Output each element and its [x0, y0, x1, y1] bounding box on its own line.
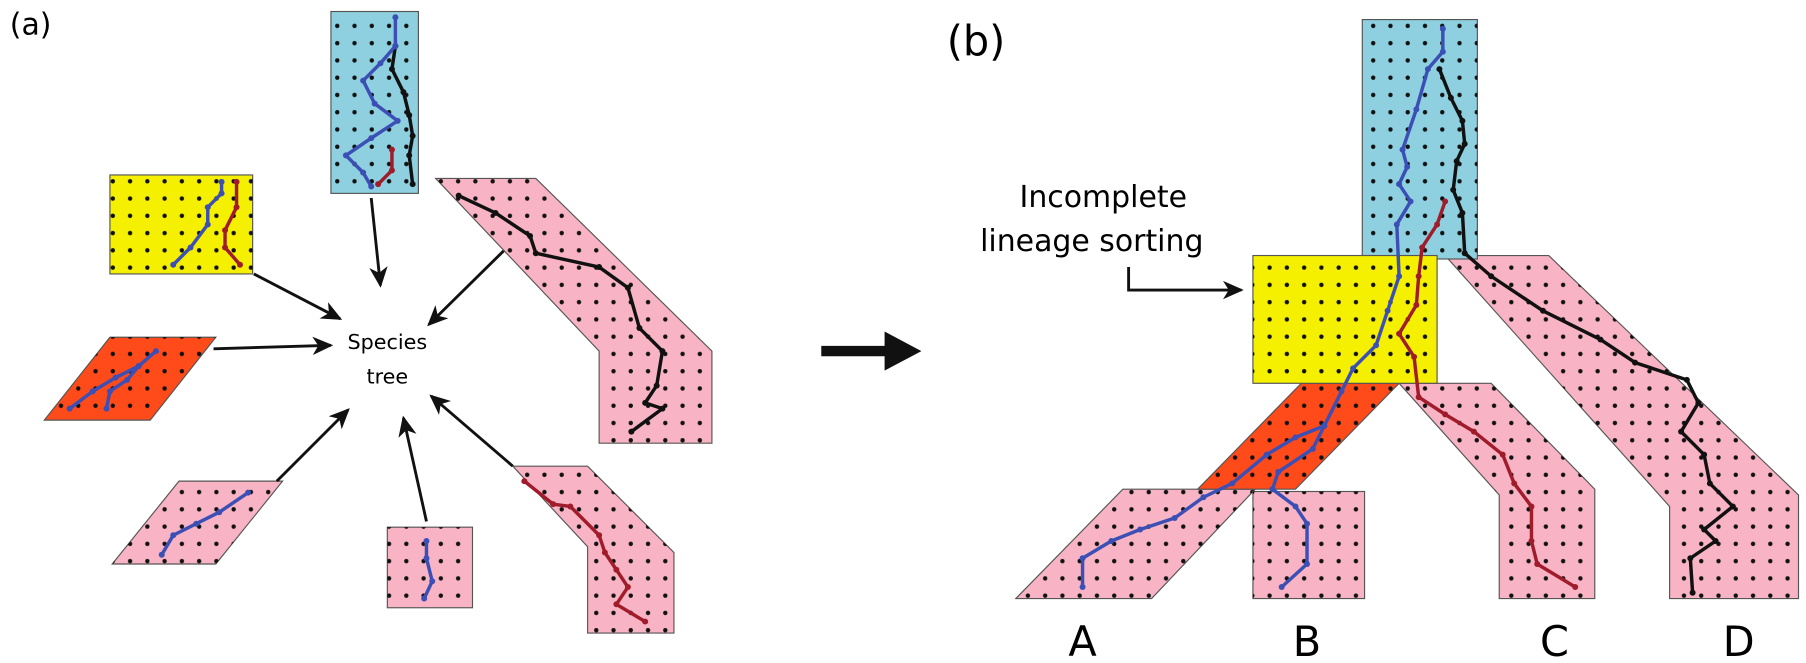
- gene-tree-pink-bent-high: [436, 178, 712, 443]
- annotation-arrow: [1129, 267, 1242, 290]
- gene-tree-pink-bent-low: [513, 466, 674, 633]
- gene-tree-red: [44, 337, 216, 420]
- diagram: (a): [0, 0, 1806, 663]
- gene-tree-blue: [331, 12, 418, 194]
- center-label: Species: [347, 330, 427, 354]
- tip-label: C: [1540, 618, 1569, 663]
- tip-label: A: [1068, 618, 1096, 663]
- gene-tree-pink-small: [112, 481, 282, 564]
- annotation: lineage sorting: [980, 224, 1203, 259]
- gene-tree-pink-square: [387, 527, 472, 608]
- annotation: Incomplete: [1020, 180, 1187, 215]
- gene-tree-yellow: [110, 175, 253, 274]
- center-label: tree: [367, 364, 409, 388]
- panel-label: (a): [10, 8, 52, 43]
- species-tree: [1016, 20, 1799, 599]
- panel-label: (b): [947, 17, 1006, 65]
- tip-label: B: [1293, 618, 1321, 663]
- arrows-to-species-tree: [214, 198, 513, 521]
- transition-arrow: [821, 332, 921, 371]
- tip-label: D: [1723, 618, 1755, 663]
